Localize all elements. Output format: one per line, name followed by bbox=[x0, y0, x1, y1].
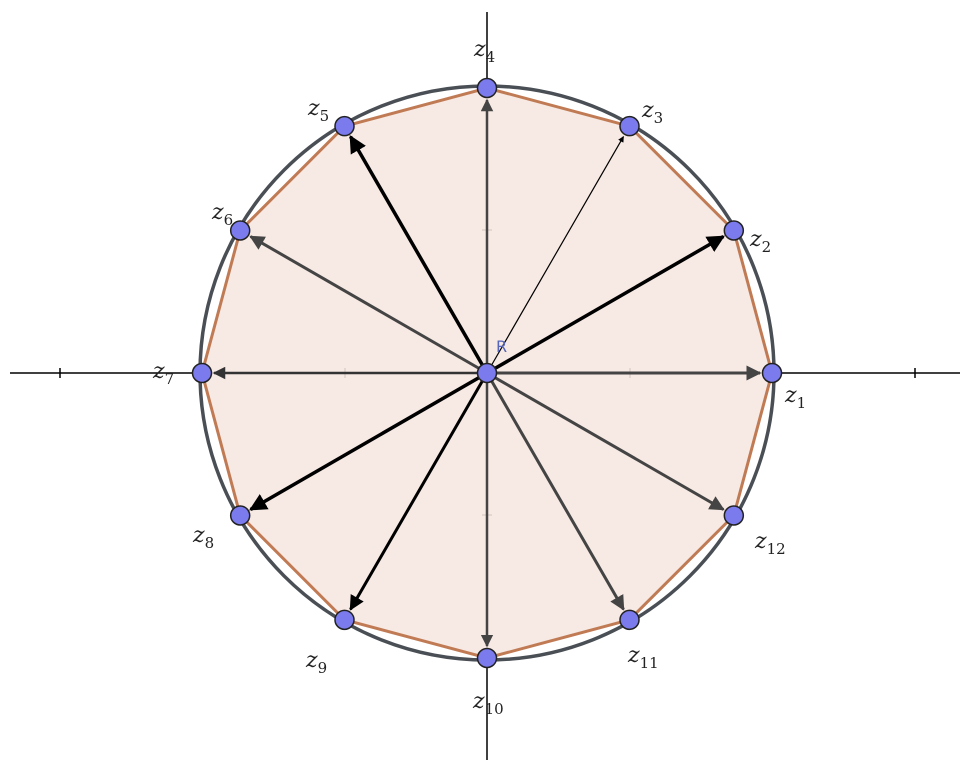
point bbox=[761, 362, 783, 384]
label-name: z bbox=[211, 200, 224, 225]
vectors bbox=[212, 98, 762, 648]
label-subscript: 6 bbox=[224, 211, 234, 229]
label-name: z bbox=[754, 529, 767, 554]
point-label: z12 bbox=[754, 529, 786, 558]
label-name: z bbox=[627, 643, 640, 668]
point-label: z5 bbox=[307, 96, 329, 125]
vector bbox=[249, 235, 488, 375]
point bbox=[619, 115, 640, 137]
point bbox=[334, 609, 355, 631]
vector bbox=[486, 371, 725, 511]
label-name: z bbox=[641, 98, 654, 123]
point-label: z10 bbox=[472, 689, 504, 718]
label-subscript: 9 bbox=[318, 659, 328, 677]
point-label: z11 bbox=[627, 643, 659, 672]
label-subscript: 7 bbox=[165, 370, 175, 388]
label-subscript: 5 bbox=[320, 107, 330, 125]
vector bbox=[486, 136, 625, 374]
point-label: z7 bbox=[152, 359, 174, 388]
label-subscript: 4 bbox=[486, 48, 496, 66]
label-name: z bbox=[152, 359, 165, 384]
label-subscript: 8 bbox=[205, 534, 215, 552]
label-subscript: 2 bbox=[762, 238, 772, 256]
point-label: z1 bbox=[784, 383, 806, 412]
point-label: z2 bbox=[749, 227, 771, 256]
vector bbox=[249, 371, 488, 512]
label-subscript: 3 bbox=[654, 109, 664, 127]
point bbox=[334, 115, 355, 137]
points bbox=[191, 77, 783, 669]
label-subscript: 1 bbox=[797, 394, 807, 412]
label-subscript: 10 bbox=[485, 700, 504, 718]
vector bbox=[349, 372, 489, 611]
label-name: z bbox=[784, 383, 797, 408]
point-label: z8 bbox=[192, 523, 214, 552]
label-name: z bbox=[305, 648, 318, 673]
label-name: z bbox=[472, 689, 485, 714]
vector bbox=[348, 135, 489, 374]
point bbox=[723, 220, 745, 241]
point bbox=[476, 647, 498, 669]
center-label: R bbox=[496, 337, 507, 356]
label-name: z bbox=[749, 227, 762, 252]
point bbox=[619, 609, 640, 631]
label-subscript: 12 bbox=[767, 540, 786, 558]
center-point bbox=[476, 362, 498, 384]
point bbox=[476, 77, 498, 99]
point bbox=[229, 220, 251, 241]
point-label: z3 bbox=[641, 98, 663, 127]
vector bbox=[485, 372, 625, 611]
point-label: z6 bbox=[211, 200, 233, 229]
point bbox=[191, 362, 213, 384]
vector bbox=[486, 234, 725, 375]
label-subscript: 11 bbox=[640, 654, 659, 672]
point bbox=[229, 505, 251, 526]
point-label: z9 bbox=[305, 648, 327, 677]
point-label: z4 bbox=[473, 37, 495, 66]
point bbox=[723, 505, 745, 526]
label-name: z bbox=[192, 523, 205, 548]
label-name: z bbox=[473, 37, 486, 62]
label-name: z bbox=[307, 96, 320, 121]
